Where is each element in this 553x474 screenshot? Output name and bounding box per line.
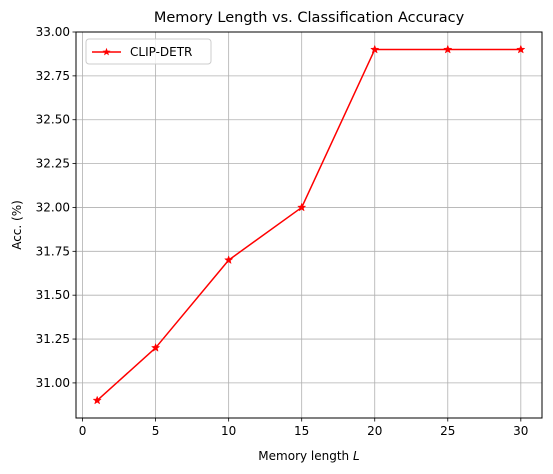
x-tick-label: 5 <box>152 424 160 438</box>
chart-title: Memory Length vs. Classification Accurac… <box>154 10 465 26</box>
y-tick-label: 31.50 <box>36 288 70 302</box>
x-axis-ticks: 0 5 10 15 20 25 30 <box>79 418 528 438</box>
legend: CLIP-DETR <box>85 38 212 65</box>
legend-star-marker <box>102 47 111 56</box>
x-axis-label-variable: L <box>353 449 360 463</box>
data-point-star <box>92 395 102 405</box>
y-tick-label: 31.25 <box>36 332 70 346</box>
legend-box <box>85 38 212 65</box>
y-tick-label: 31.75 <box>36 244 70 258</box>
y-axis-label: Acc. (%) <box>10 200 24 250</box>
data-point-star <box>370 44 380 54</box>
data-point-star <box>150 342 161 352</box>
x-tick-label: 20 <box>367 424 382 438</box>
y-axis-ticks: 31.00 31.25 31.50 31.75 32.00 32.25 32.50 32.75… <box>36 25 76 390</box>
y-tick-label: 33.00 <box>36 25 70 39</box>
data-point-star <box>516 44 526 54</box>
x-tick-label: 30 <box>513 424 528 438</box>
grid <box>76 31 542 418</box>
data-point-star <box>443 44 453 54</box>
data-point-star <box>223 255 234 265</box>
y-tick-label: 32.50 <box>36 113 70 127</box>
y-tick-label: 31.00 <box>36 376 70 390</box>
x-tick-label: 25 <box>440 424 455 438</box>
y-tick-label: 32.75 <box>36 69 70 83</box>
x-axis-label: Memory length L <box>258 449 359 463</box>
x-axis-label-text: Memory length <box>258 449 349 463</box>
series-layer <box>92 44 526 405</box>
data-point-star <box>297 202 307 212</box>
plot-frame <box>75 31 543 419</box>
legend-entry-label: CLIP-DETR <box>130 45 192 59</box>
x-tick-label: 0 <box>79 424 87 438</box>
x-tick-label: 10 <box>221 424 236 438</box>
y-tick-label: 32.00 <box>36 200 70 214</box>
x-tick-label: 15 <box>294 424 309 438</box>
y-tick-label: 32.25 <box>36 157 70 171</box>
